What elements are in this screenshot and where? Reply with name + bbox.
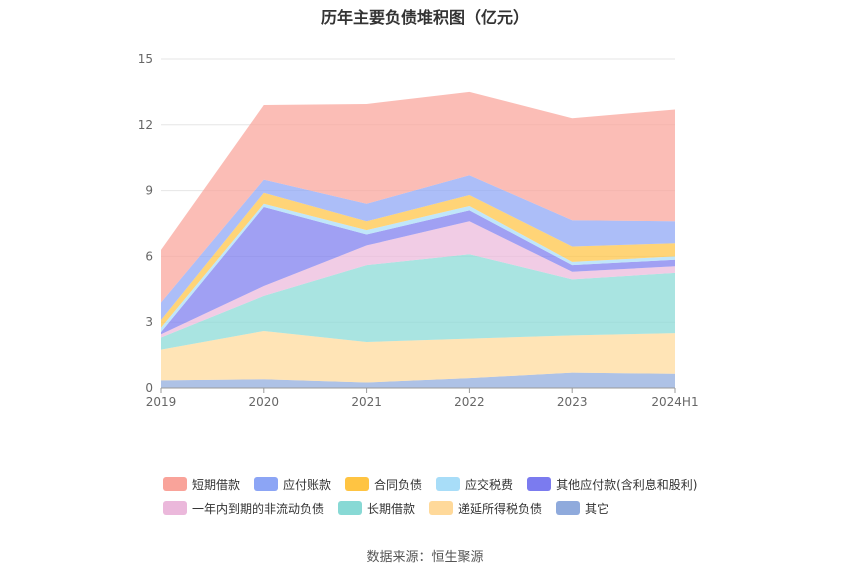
x-tick-label: 2022 (454, 395, 485, 409)
legend-swatch (429, 501, 454, 515)
y-tick-label: 3 (145, 315, 153, 329)
legend-item[interactable]: 长期借款 (338, 500, 415, 517)
chart-title: 历年主要负债堆积图（亿元） (320, 8, 529, 27)
legend-swatch (527, 477, 552, 491)
area-series-1 (161, 330, 675, 383)
legend-swatch (338, 501, 363, 515)
legend-swatch (436, 477, 461, 491)
legend-label: 其他应付款(含利息和股利) (556, 477, 698, 492)
legend-swatch (163, 501, 187, 515)
legend-label: 短期借款 (192, 477, 241, 492)
x-tick-label: 2023 (557, 395, 588, 409)
legend-item[interactable]: 递延所得税负债 (429, 500, 542, 517)
legend-label: 应交税费 (465, 477, 514, 492)
area-series-4 (161, 207, 675, 335)
area-series-6 (161, 192, 675, 328)
area-series-7 (161, 175, 675, 321)
area-series-2 (161, 254, 675, 350)
y-tick-label: 6 (145, 249, 153, 263)
legend-item[interactable]: 合同负债 (345, 476, 422, 493)
legend-label: 合同负债 (374, 477, 423, 492)
legend-item[interactable]: 应交税费 (436, 476, 513, 493)
legend-item[interactable]: 其它 (556, 500, 609, 517)
legend-label: 应付账款 (283, 477, 332, 492)
y-tick-label: 12 (138, 118, 153, 132)
y-tick-label: 9 (145, 184, 153, 198)
legend-item[interactable]: 短期借款 (163, 476, 240, 493)
x-tick-label: 2024H1 (651, 395, 698, 409)
x-tick-label: 2021 (351, 395, 382, 409)
legend-item[interactable]: 一年内到期的非流动负债 (163, 500, 324, 517)
legend-label: 长期借款 (367, 501, 416, 516)
legend-item[interactable]: 应付账款 (254, 476, 331, 493)
legend-label: 其它 (585, 501, 610, 516)
x-tick-label: 2019 (146, 395, 177, 409)
legend-swatch (254, 477, 279, 491)
legend-item[interactable]: 其他应付款(含利息和股利) (527, 476, 697, 493)
legend-row: 短期借款 应付账款 合同负债 应交税费 其他应付款(含利息和股利) (163, 472, 723, 496)
legend: 短期借款 应付账款 合同负债 应交税费 其他应付款(含利息和股利) 一年内到期的非流动负债… (163, 472, 723, 520)
legend-label: 一年内到期的非流动负债 (192, 501, 325, 516)
legend-label: 递延所得税负债 (458, 501, 543, 516)
legend-swatch (345, 477, 370, 491)
legend-swatch (163, 477, 187, 491)
legend-swatch (556, 501, 581, 515)
y-tick-label: 0 (145, 381, 153, 395)
axes: 0 3 6 9 12 15 2019 2020 2021 2022 2023 2024H1 (138, 52, 699, 409)
x-tick-label: 2020 (249, 395, 280, 409)
area-series-8 (161, 91, 675, 303)
y-tick-label: 15 (138, 52, 153, 66)
data-source: 数据来源：恒生聚源 (366, 550, 484, 565)
area-series-3 (161, 221, 675, 338)
area-series (161, 91, 675, 388)
legend-row: 一年内到期的非流动负债 长期借款 递延所得税负债 其它 (163, 496, 723, 520)
